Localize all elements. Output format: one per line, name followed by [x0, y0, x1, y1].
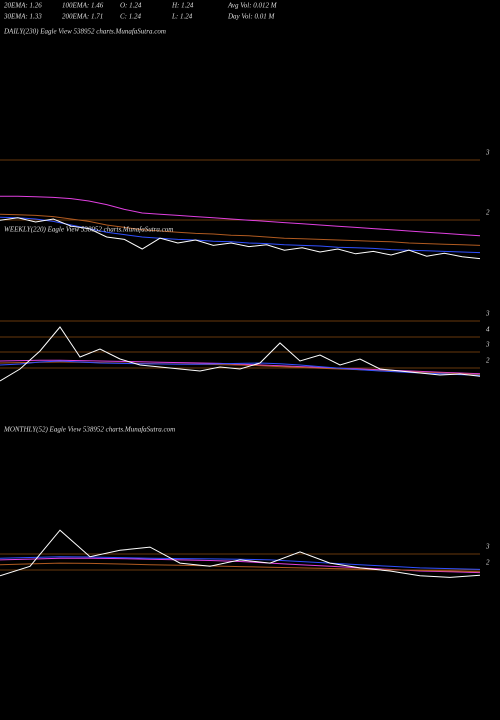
level-label: 3	[485, 341, 490, 349]
level-label: 3	[485, 543, 490, 551]
header-stat: 20EMA: 1.26	[4, 2, 42, 10]
level-label: 2	[486, 209, 490, 217]
header-stat: H: 1.24	[171, 2, 194, 10]
level-label: 3	[485, 310, 490, 318]
series-line	[0, 217, 481, 260]
header-stat: L: 1.24	[171, 13, 193, 21]
panel-title: MONTHLY(52) Eagle View 538952 charts.Mun…	[3, 426, 175, 434]
level-label: 4	[486, 326, 490, 334]
panel-title: WEEKLY(220) Eagle View 538952 charts.Mun…	[4, 226, 173, 234]
panel-title: DAILY(230) Eagle View 538952 charts.Muna…	[3, 28, 166, 36]
series-line	[0, 360, 481, 376]
series-line	[0, 195, 481, 237]
series-line	[0, 213, 481, 246]
level-label: 3	[485, 149, 490, 157]
header-stat: 200EMA: 1.71	[62, 13, 103, 21]
header-stat: Avg Vol: 0.012 M	[227, 2, 278, 10]
series-line	[0, 216, 481, 254]
level-label: 2	[486, 357, 490, 365]
header-stat: O: 1.24	[120, 2, 142, 10]
series-line	[0, 562, 481, 573]
header-stat: 30EMA: 1.33	[3, 13, 42, 21]
header-stat: 100EMA: 1.46	[62, 2, 104, 10]
series-line	[0, 556, 481, 570]
header-stat: Day Vol: 0.01 M	[227, 13, 275, 21]
header-stat: C: 1.24	[120, 13, 142, 21]
series-line	[0, 326, 481, 382]
series-line	[0, 529, 481, 578]
level-label: 2	[486, 559, 490, 567]
